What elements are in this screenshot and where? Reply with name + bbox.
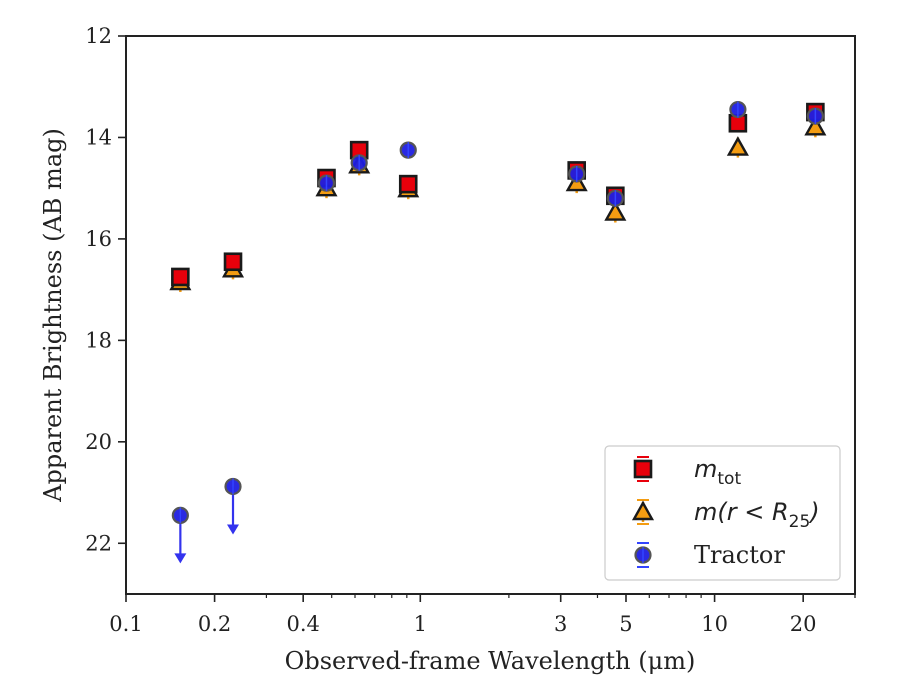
tractor-point: [171, 506, 189, 524]
x-tick-label: 3: [554, 612, 567, 636]
x-axis-title: Observed-frame Wavelength (μm): [285, 647, 696, 675]
legend-entry-mtot: mtot: [633, 455, 741, 489]
x-tick-label: 10: [701, 612, 728, 636]
legend-entry-mr25: m(r < R25): [631, 498, 820, 532]
y-tick-label: 12: [85, 24, 112, 48]
y-tick-label: 14: [85, 125, 112, 149]
tractor-point: [806, 107, 824, 125]
x-axis: 0.1 0.2 0.4 1 3 5 10 20: [109, 594, 856, 636]
tractor-point: [317, 174, 336, 192]
plot-frame: [125, 35, 856, 595]
x-tick-label: 0.4: [286, 612, 319, 636]
legend-box: [604, 445, 841, 581]
x-tick-label: 1: [414, 612, 427, 636]
legend-label-tractor: Tractor: [694, 541, 785, 569]
legend: mtot m(r < R25) Tractor: [604, 445, 841, 581]
legend-marker-mtot: [633, 459, 653, 479]
mtot-point: [398, 174, 418, 194]
y-tick-label: 16: [85, 227, 112, 251]
tractor-point: [224, 477, 242, 496]
y-axis: 12 14 16 18 20 22: [85, 24, 126, 555]
x-tick-label: 0.2: [198, 612, 231, 636]
legend-label-mtot: mtot: [694, 455, 741, 489]
data-marks: [169, 100, 827, 564]
mtot-point: [171, 267, 190, 287]
y-tick-label: 22: [85, 531, 112, 555]
x-tick-label: 20: [790, 612, 817, 636]
mr25-point: [726, 136, 749, 158]
tractor-point: [568, 165, 586, 183]
legend-marker-tractor: [634, 546, 652, 564]
tractor-point: [606, 189, 624, 207]
tractor-point: [350, 154, 368, 172]
y-tick-label: 20: [85, 430, 112, 454]
legend-label-mr25: m(r < R25): [694, 498, 820, 532]
tractor-point: [399, 141, 417, 159]
x-tick-label: 0.1: [109, 612, 142, 636]
legend-marker-mr25: [631, 500, 655, 522]
tractor-point: [729, 100, 747, 119]
legend-entry-tractor: Tractor: [634, 541, 785, 569]
y-tick-label: 18: [85, 328, 112, 352]
mtot-point: [223, 252, 243, 272]
x-tick-label: 5: [619, 612, 632, 636]
y-axis-title: Apparent Brightness (AB mag): [39, 128, 67, 503]
